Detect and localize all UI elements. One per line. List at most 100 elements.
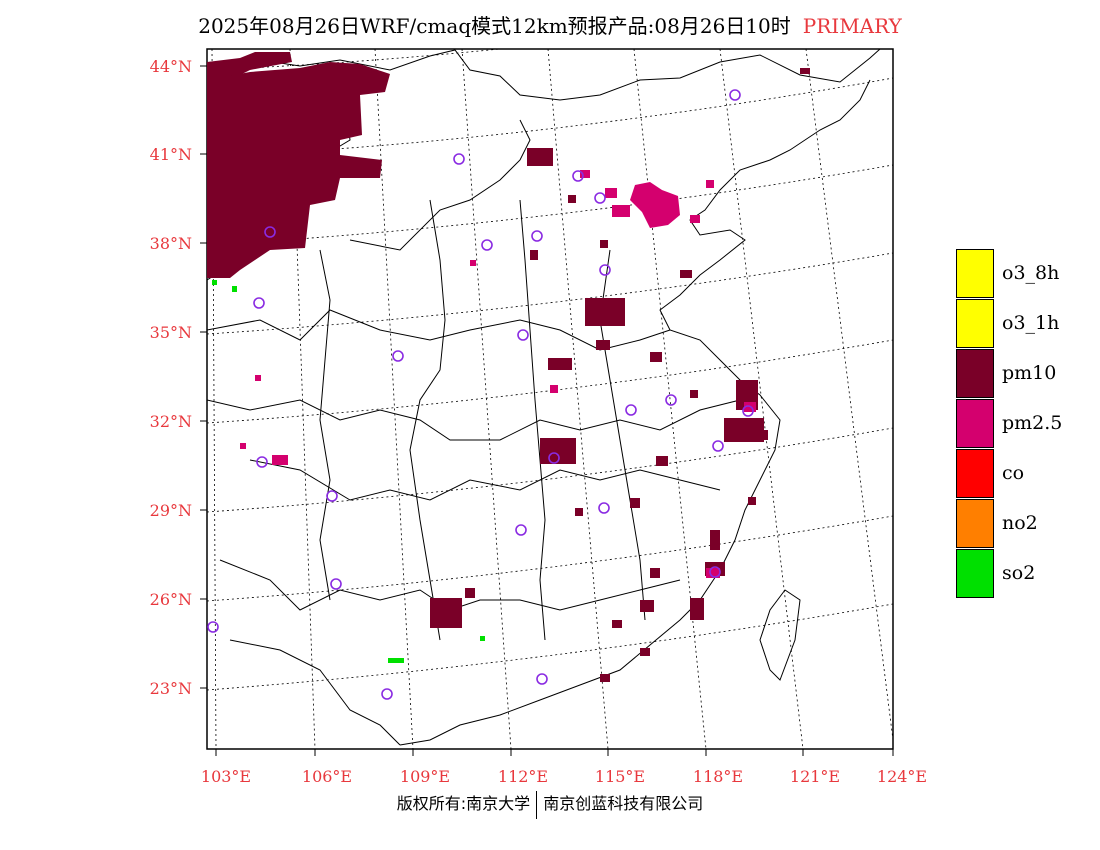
latitude-labels: 44°N 41°N 38°N 35°N 32°N 29°N 26°N 23°N [150,57,192,698]
so2-area-3 [212,280,217,285]
lat-label-32: 32°N [150,412,192,431]
lat-label-26: 26°N [150,590,192,609]
legend-label: pm2.5 [1002,412,1063,434]
station-marker [665,394,677,406]
legend-swatch [956,549,994,598]
station-marker [392,350,404,362]
legend-swatch [956,499,994,548]
pm10-area-12 [650,352,662,362]
pm25-area-4 [706,180,714,188]
station-marker [330,578,342,590]
legend-swatch [956,399,994,448]
pm10-area-17 [612,620,622,628]
station-marker [548,452,560,464]
pm10-area-18 [600,674,610,682]
pm10-area-26 [568,195,576,203]
station-markers [207,89,754,700]
pm25-area-3 [605,188,617,198]
pm25-area-1 [630,182,680,228]
pm10-area-2 [585,298,625,326]
pm10-area-14 [656,456,668,466]
pm25-area-10 [550,385,558,393]
station-marker [572,170,584,182]
legend-label: pm10 [1002,362,1057,384]
legend-swatch [956,299,994,348]
lon-label-124: 124°E [877,767,927,786]
pm10-area-8 [690,598,704,620]
boundary-lines [207,49,881,746]
footer-divider [536,790,538,819]
so2-areas [212,280,485,663]
pm25-area-12 [240,443,246,449]
station-marker [481,239,493,251]
pm10-area-nw-main [207,62,390,278]
station-marker [712,440,724,452]
station-marker [515,524,527,536]
station-marker [742,405,754,417]
pm10-area-11 [680,270,692,278]
station-marker [598,502,610,514]
pm10-area-4 [430,598,462,628]
pm10-area-27 [800,68,810,74]
legend-label: no2 [1002,512,1038,534]
province-border-vertical-4 [319,249,331,601]
pm10-area-1 [527,148,553,166]
station-marker [729,89,741,101]
lon-label-112: 112°E [498,767,548,786]
pm10-area-25 [600,240,608,248]
axis-ticks [200,65,894,756]
lat-label-29: 29°N [150,501,192,520]
province-border-central-2 [207,399,741,441]
station-marker [207,621,219,633]
lat-label-44: 44°N [150,57,192,76]
pm10-area-24 [760,430,768,440]
pm25-area-5 [690,215,700,223]
northern-border [219,49,881,101]
pm25-area-13 [255,375,261,381]
pm10-area-9 [710,530,720,550]
lon-label-106: 106°E [302,767,352,786]
lat-label-23: 23°N [150,679,192,698]
legend-swatch [956,449,994,498]
lon-label-115: 115°E [595,767,645,786]
lon-label-121: 121°E [790,767,840,786]
province-border-south-1 [249,459,721,501]
pm25-area-8 [272,455,288,465]
lon-gridline-112 [461,49,512,749]
station-marker [599,264,611,276]
copyright-right: 南京创蓝科技有限公司 [543,794,704,813]
so2-area-2 [232,286,237,292]
station-marker [326,490,338,502]
lon-gridline-124 [805,49,893,741]
legend-swatch [956,249,994,298]
station-marker [625,404,637,416]
longitude-labels: 103°E 106°E 109°E 112°E 115°E 118°E 121°… [201,767,927,786]
pm10-area-15 [630,498,640,508]
pm10-area-28 [640,648,650,656]
pm10-area-21 [530,250,538,260]
station-marker [517,329,529,341]
station-marker [594,192,606,204]
pm10-area-23 [690,390,698,398]
province-border-vertical-2 [519,199,546,641]
station-marker [536,673,548,685]
legend-label: co [1002,462,1025,484]
so2-area-4 [480,636,485,641]
lon-label-109: 109°E [400,767,450,786]
station-marker [256,456,268,468]
station-marker [264,226,276,238]
pm25-area-6 [580,170,590,178]
legend-label: o3_1h [1002,312,1060,334]
copyright-footer: 版权所有:南京大学 南京创蓝科技有限公司 [0,790,1100,819]
pm10-area-10 [640,600,654,612]
lat-label-41: 41°N [150,145,192,164]
pm10-area-22 [596,340,610,350]
lat-label-38: 38°N [150,234,192,253]
legend-label: so2 [1002,562,1036,584]
legend-label: o3_8h [1002,262,1060,284]
map-title-main: 2025年08月26日WRF/cmaq模式12km预报产品:08月26日10时 [198,14,791,38]
legend-swatch [956,349,994,398]
lon-label-118: 118°E [693,767,743,786]
pm10-area-29 [748,497,756,505]
